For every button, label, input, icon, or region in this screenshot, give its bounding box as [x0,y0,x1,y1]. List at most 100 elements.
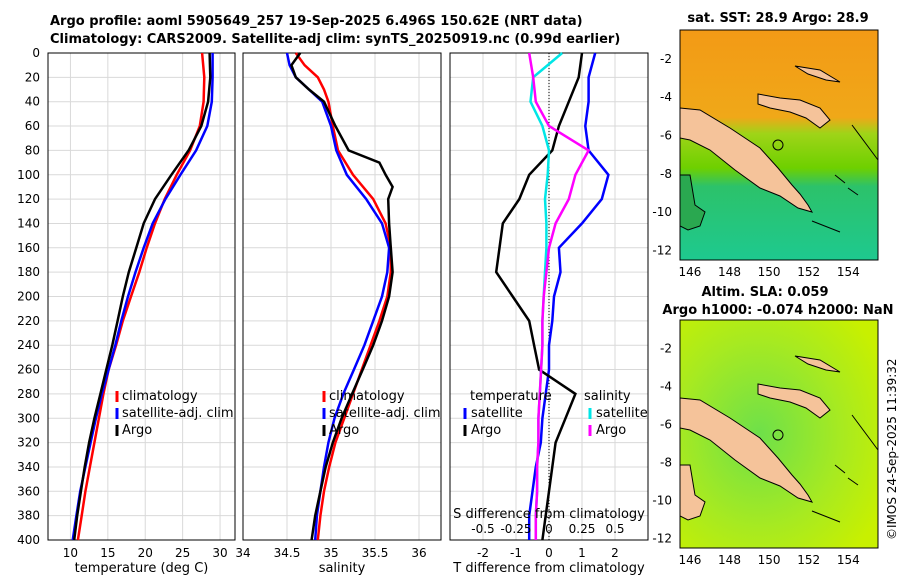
map-lat-tick: -10 [652,205,672,219]
x-tick-label: 20 [138,546,153,560]
title-line-1: Argo profile: aoml 5905649_257 19-Sep-20… [50,14,583,29]
depth-tick-label: 20 [25,70,40,84]
depth-tick-label: 40 [25,95,40,109]
depth-tick-label: 280 [17,387,40,401]
depth-tick-label: 0 [32,46,40,60]
panel-frame [242,52,442,541]
map-lon-tick: 150 [758,553,781,567]
map-lon-tick: 152 [797,553,820,567]
depth-tick-label: 100 [17,168,40,182]
legend-label: Argo [122,423,152,438]
legend-label: Argo [329,423,359,438]
x-tick-label: 35 [323,546,338,560]
map-lon-tick: 154 [837,265,860,279]
x-tick-label: -2 [477,546,489,560]
sst-map-ticks: 146 148 150 152 154 -2 -4 -6 -8 -10 -12 [652,52,859,279]
sla-land-australia [679,464,706,521]
x2-tick-label: -0.25 [500,522,531,536]
sla-land-newbritain [757,383,831,419]
x2-axis-label: S difference from climatology [453,507,645,522]
x-axis-label: salinity [319,561,366,576]
x-axis-label: T difference from climatology [452,561,645,576]
sst-land-newireland [794,65,841,83]
series-Argo [289,52,394,541]
sla-land-newireland [794,355,841,373]
map-lat-tick: -4 [660,90,672,104]
sst-argo-marker [772,139,784,151]
map-lat-tick: -6 [660,128,672,142]
title-line-2: Climatology: CARS2009. Satellite-adj cli… [50,32,621,47]
series-temperature-Argo [494,52,584,541]
series-Argo [72,52,212,541]
map-lon-tick: 152 [797,265,820,279]
legend-label: climatology [329,389,405,404]
sst-map-title: sat. SST: 28.9 Argo: 28.9 [687,11,868,26]
map-lat-tick: -2 [660,342,672,356]
legend-label: satellite-adj. clim [122,406,234,421]
sla-islands [811,414,879,523]
depth-tick-label: 60 [25,119,40,133]
x-tick-label: 15 [100,546,115,560]
legend-label: climatology [122,389,198,404]
sla-map [679,319,879,549]
map-lat-tick: -4 [660,380,672,394]
map-lat-tick: -6 [660,418,672,432]
map-lat-tick: -10 [652,494,672,508]
x-tick-label: 34 [235,546,250,560]
x-tick-label: 35.5 [362,546,389,560]
x2-tick-label: -0.5 [471,522,494,536]
depth-tick-label: 260 [17,363,40,377]
depth-tick-label: 400 [17,533,40,547]
legend-label: satellite-adj. clim [329,406,441,421]
x2-tick-label: 0.25 [569,522,596,536]
sla-land-newguinea [679,397,814,503]
sst-map [679,29,879,261]
x-tick-label: 34.5 [274,546,301,560]
depth-tick-label: 200 [17,290,40,304]
depth-tick-label: 320 [17,436,40,450]
legend-label: Argo [596,423,626,438]
panel-difference-from-climatology: -2 -1 0 1 2T difference from climatology [449,52,649,576]
x-tick-label: -1 [510,546,522,560]
map-lon-tick: 148 [718,265,741,279]
depth-tick-label: 300 [17,411,40,425]
depth-tick-label: 160 [17,241,40,255]
depth-tick-label: 340 [17,460,40,474]
map-lat-tick: -8 [660,456,672,470]
map-lon-tick: 150 [758,265,781,279]
sst-islands [811,124,879,233]
map-lat-tick: -8 [660,167,672,181]
map-lat-tick: -2 [660,52,672,66]
sst-land-newbritain [757,93,831,129]
x-tick-label: 0 [545,546,553,560]
map-lon-tick: 154 [837,553,860,567]
legend-label: satellite [596,406,648,421]
map-lon-tick: 146 [678,265,701,279]
map-lon-tick: 148 [718,553,741,567]
sst-land-newguinea [679,107,814,213]
x-tick-label: 30 [212,546,227,560]
x-axis-label: temperature (deg C) [75,561,209,576]
panel-salinity: 34 34.5 35 35.5 36 salinity [235,52,442,576]
depth-tick-label: 380 [17,509,40,523]
x-tick-label: 10 [63,546,78,560]
legend-label: salinity [584,389,631,404]
legend-label: temperature [470,389,552,404]
x-tick-label: 2 [611,546,619,560]
depth-tick-label: 180 [17,265,40,279]
depth-tick-label: 220 [17,314,40,328]
x-tick-label: 36 [411,546,426,560]
map-lat-tick: -12 [652,532,672,546]
sst-land-australia [679,174,706,231]
panel-frame [449,52,649,541]
sla-argo-marker [772,429,784,441]
series-climatology [294,52,393,541]
x2-tick-label: 0 [545,522,553,536]
x2-tick-label: 0.5 [605,522,624,536]
legend-label: Argo [471,423,501,438]
depth-tick-label: 140 [17,216,40,230]
imos-stamp: ©IMOS 24-Sep-2025 11:39:32 [885,358,899,540]
depth-tick-label: 80 [25,143,40,157]
x-tick-label: 25 [175,546,190,560]
